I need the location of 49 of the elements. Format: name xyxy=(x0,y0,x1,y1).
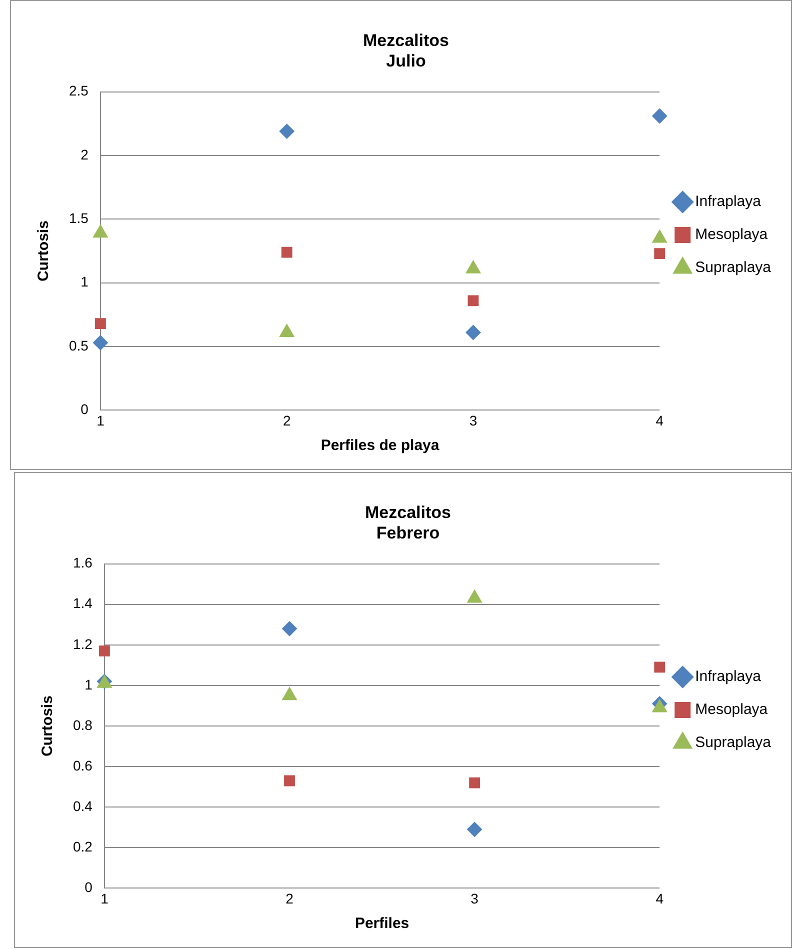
legend-label: Infraplaya xyxy=(695,193,762,210)
chart-title: Mezcalitos Julio xyxy=(363,30,449,70)
y-tick-label: 1 xyxy=(84,676,93,692)
y-tick-label: 0.4 xyxy=(72,798,93,814)
x-tick-label: 2 xyxy=(282,412,291,428)
y-tick-label: 1.5 xyxy=(68,210,89,226)
y-tick-label: 0.6 xyxy=(72,757,93,774)
y-tick-label: 0.2 xyxy=(72,838,93,855)
y-axis-title: Curtosis xyxy=(39,696,56,756)
legend-label: Mesoplaya xyxy=(695,701,768,718)
x-tick-label: 4 xyxy=(656,412,664,428)
point xyxy=(467,822,482,837)
y-axis-title: Curtosis xyxy=(35,220,52,282)
x-tick-label: 3 xyxy=(470,890,479,906)
legend-label: Infraplaya xyxy=(695,668,762,686)
y-tick-label: 2 xyxy=(80,146,89,162)
y-tick-label: 0 xyxy=(80,401,89,418)
point xyxy=(284,775,295,786)
point xyxy=(95,318,106,330)
y-tick-label: 1.6 xyxy=(72,554,93,571)
point xyxy=(282,621,298,636)
point xyxy=(279,124,294,139)
y-tick-label: 2.5 xyxy=(68,82,89,99)
legend-label: Supraplaya xyxy=(695,259,772,276)
y-tick-label: 1.4 xyxy=(72,595,93,612)
x-tick-label: 3 xyxy=(469,412,478,428)
point xyxy=(281,246,292,258)
y-tick-label: 0.8 xyxy=(72,716,93,733)
point xyxy=(469,777,480,788)
point xyxy=(652,108,668,124)
y-tick-label: 0.5 xyxy=(68,337,89,354)
chart-title: Mezcalitos Febrero xyxy=(365,502,451,542)
point xyxy=(99,646,110,656)
legend-label: Supraplaya xyxy=(695,734,772,752)
x-tick-label: 1 xyxy=(96,412,105,428)
point xyxy=(92,335,108,350)
point xyxy=(466,325,481,340)
x-axis-title: Perfiles de playa xyxy=(320,437,440,454)
legend-label: Mesoplaya xyxy=(695,226,768,244)
point xyxy=(654,248,666,259)
x-tick-label: 2 xyxy=(286,890,294,906)
point xyxy=(654,662,666,673)
y-tick-label: 1 xyxy=(80,274,89,290)
point xyxy=(468,295,479,306)
y-tick-label: 1.2 xyxy=(72,636,93,652)
x-tick-label: 4 xyxy=(656,890,664,906)
y-tick-label: 0 xyxy=(84,879,93,896)
x-axis-title: Perfiles xyxy=(354,915,410,932)
x-tick-label: 1 xyxy=(100,890,109,906)
